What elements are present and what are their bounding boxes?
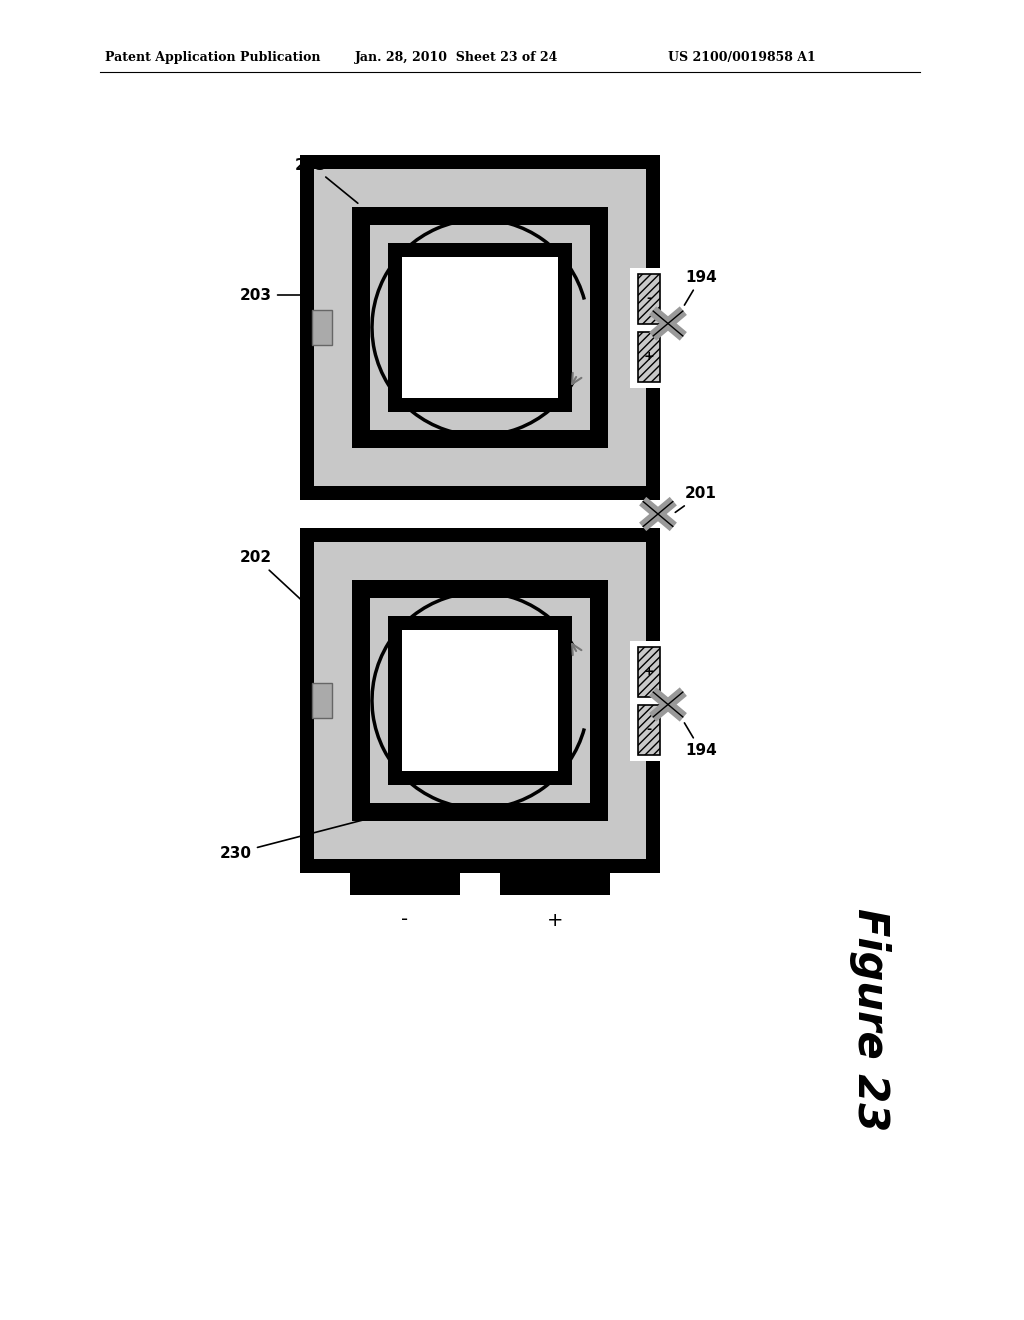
Bar <box>638 331 660 381</box>
Bar <box>630 640 665 760</box>
Text: 194: 194 <box>684 723 717 758</box>
Bar <box>300 154 660 500</box>
Text: -: - <box>646 292 651 305</box>
Bar <box>312 682 332 718</box>
Text: +: + <box>547 911 563 929</box>
Bar <box>350 873 460 895</box>
Bar <box>370 224 590 430</box>
Text: 194: 194 <box>684 271 717 305</box>
Text: -: - <box>646 723 651 737</box>
Bar <box>300 528 660 873</box>
Text: 203: 203 <box>295 157 357 203</box>
Text: Jan. 28, 2010  Sheet 23 of 24: Jan. 28, 2010 Sheet 23 of 24 <box>355 51 558 65</box>
Text: US 2100/0019858 A1: US 2100/0019858 A1 <box>668 51 816 65</box>
Text: Patent Application Publication: Patent Application Publication <box>105 51 321 65</box>
Text: +: + <box>644 350 654 363</box>
Text: 201: 201 <box>675 487 717 512</box>
Bar <box>312 310 332 345</box>
Bar <box>638 705 660 755</box>
Bar <box>402 257 558 399</box>
Text: 203: 203 <box>240 288 307 302</box>
Text: +: + <box>644 665 654 678</box>
Text: Figure 23: Figure 23 <box>849 908 891 1131</box>
Text: 202: 202 <box>240 550 308 606</box>
Bar <box>500 873 610 895</box>
Bar <box>370 598 590 803</box>
Bar <box>314 169 646 486</box>
Bar <box>352 207 608 447</box>
Bar <box>638 273 660 323</box>
Bar <box>314 543 646 859</box>
Bar <box>630 268 665 388</box>
Bar <box>388 243 572 412</box>
Bar <box>638 647 660 697</box>
Bar <box>352 579 608 821</box>
Bar <box>388 616 572 785</box>
Text: -: - <box>401 911 409 929</box>
Text: 230: 230 <box>220 813 385 861</box>
Bar <box>402 630 558 771</box>
